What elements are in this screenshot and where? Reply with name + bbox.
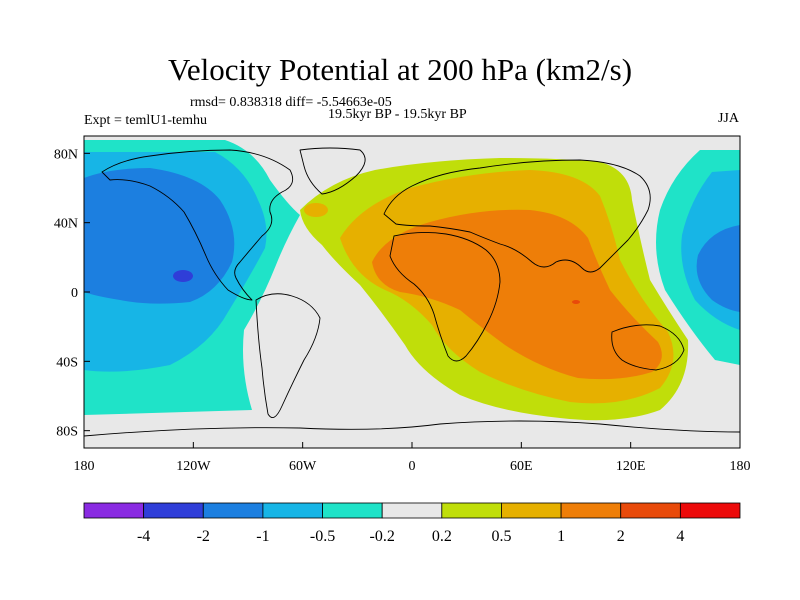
field-region-pacific-center <box>173 270 193 282</box>
x-tick-label: 180 <box>74 459 95 474</box>
coastlines <box>84 147 740 437</box>
coastline-greenland <box>299 147 366 195</box>
colorbar-swatch <box>143 502 204 519</box>
x-tick-label: 120E <box>616 459 646 474</box>
colorbar-label: -0.2 <box>370 528 395 545</box>
x-tick-label: 180 <box>730 459 751 474</box>
coastline-africa <box>389 231 501 362</box>
coastline-eurasia <box>383 159 651 273</box>
colorbar-swatch <box>679 502 741 519</box>
coastline-australia <box>611 324 685 371</box>
colorbar-swatch <box>560 502 622 519</box>
stats-label: rmsd= 0.838318 diff= -5.54663e-05 <box>190 95 392 110</box>
x-tick-label: 120W <box>176 459 211 474</box>
x-tick-label: 0 <box>409 459 416 474</box>
x-tick-label: 60E <box>510 459 533 474</box>
y-tick-label: 80N <box>54 147 78 162</box>
colorbar-label: 2 <box>617 528 625 545</box>
chart-title: Velocity Potential at 200 hPa (km2/s) <box>167 52 633 87</box>
coastline-south-america <box>255 293 321 419</box>
y-tick-label: 80S <box>56 425 78 440</box>
experiment-label: Expt = temlU1-temhu <box>84 113 207 128</box>
period-label: 19.5kyr BP - 19.5kyr BP <box>328 107 467 122</box>
y-tick-label: 40N <box>54 217 78 232</box>
axes: 180 120W 60W 0 60E 120E 180 80N 40N 0 40S 80S <box>54 147 751 474</box>
colorbar-label: -0.5 <box>310 528 335 545</box>
colorbar: -4 -2 -1 -0.5 -0.2 0.2 0.5 1 2 4 <box>83 502 741 545</box>
colorbar-swatch <box>441 502 502 519</box>
colorbar-label: 4 <box>676 528 684 545</box>
field-region-africa-strong <box>372 209 662 380</box>
field-region-pacific-strong <box>84 168 235 304</box>
colorbar-swatch <box>381 502 443 519</box>
season-label: JJA <box>717 111 739 126</box>
field-region-wpac-strong <box>696 225 740 312</box>
x-tick-label: 60W <box>289 459 317 474</box>
colorbar-swatch <box>501 502 562 519</box>
colorbar-swatch <box>322 502 383 519</box>
field-region-atlantic-bump <box>304 203 328 217</box>
map-area <box>84 136 740 448</box>
colorbar-label: 0.2 <box>432 528 452 545</box>
y-tick-label: 40S <box>56 355 78 370</box>
colorbar-label: -1 <box>256 528 269 545</box>
colorbar-swatch <box>83 502 145 519</box>
colorbar-swatch <box>202 502 264 519</box>
colorbar-label: 0.5 <box>491 528 511 545</box>
colorbar-label: -4 <box>137 528 150 545</box>
colorbar-label: -2 <box>197 528 210 545</box>
field-region-indian-peak <box>572 300 580 304</box>
colorbar-swatch <box>262 502 323 519</box>
coastline-north-america <box>101 149 294 301</box>
coastline-antarctica <box>84 420 740 437</box>
y-tick-label: 0 <box>71 286 78 301</box>
colorbar-swatch <box>620 502 681 519</box>
colorbar-label: 1 <box>557 528 565 545</box>
